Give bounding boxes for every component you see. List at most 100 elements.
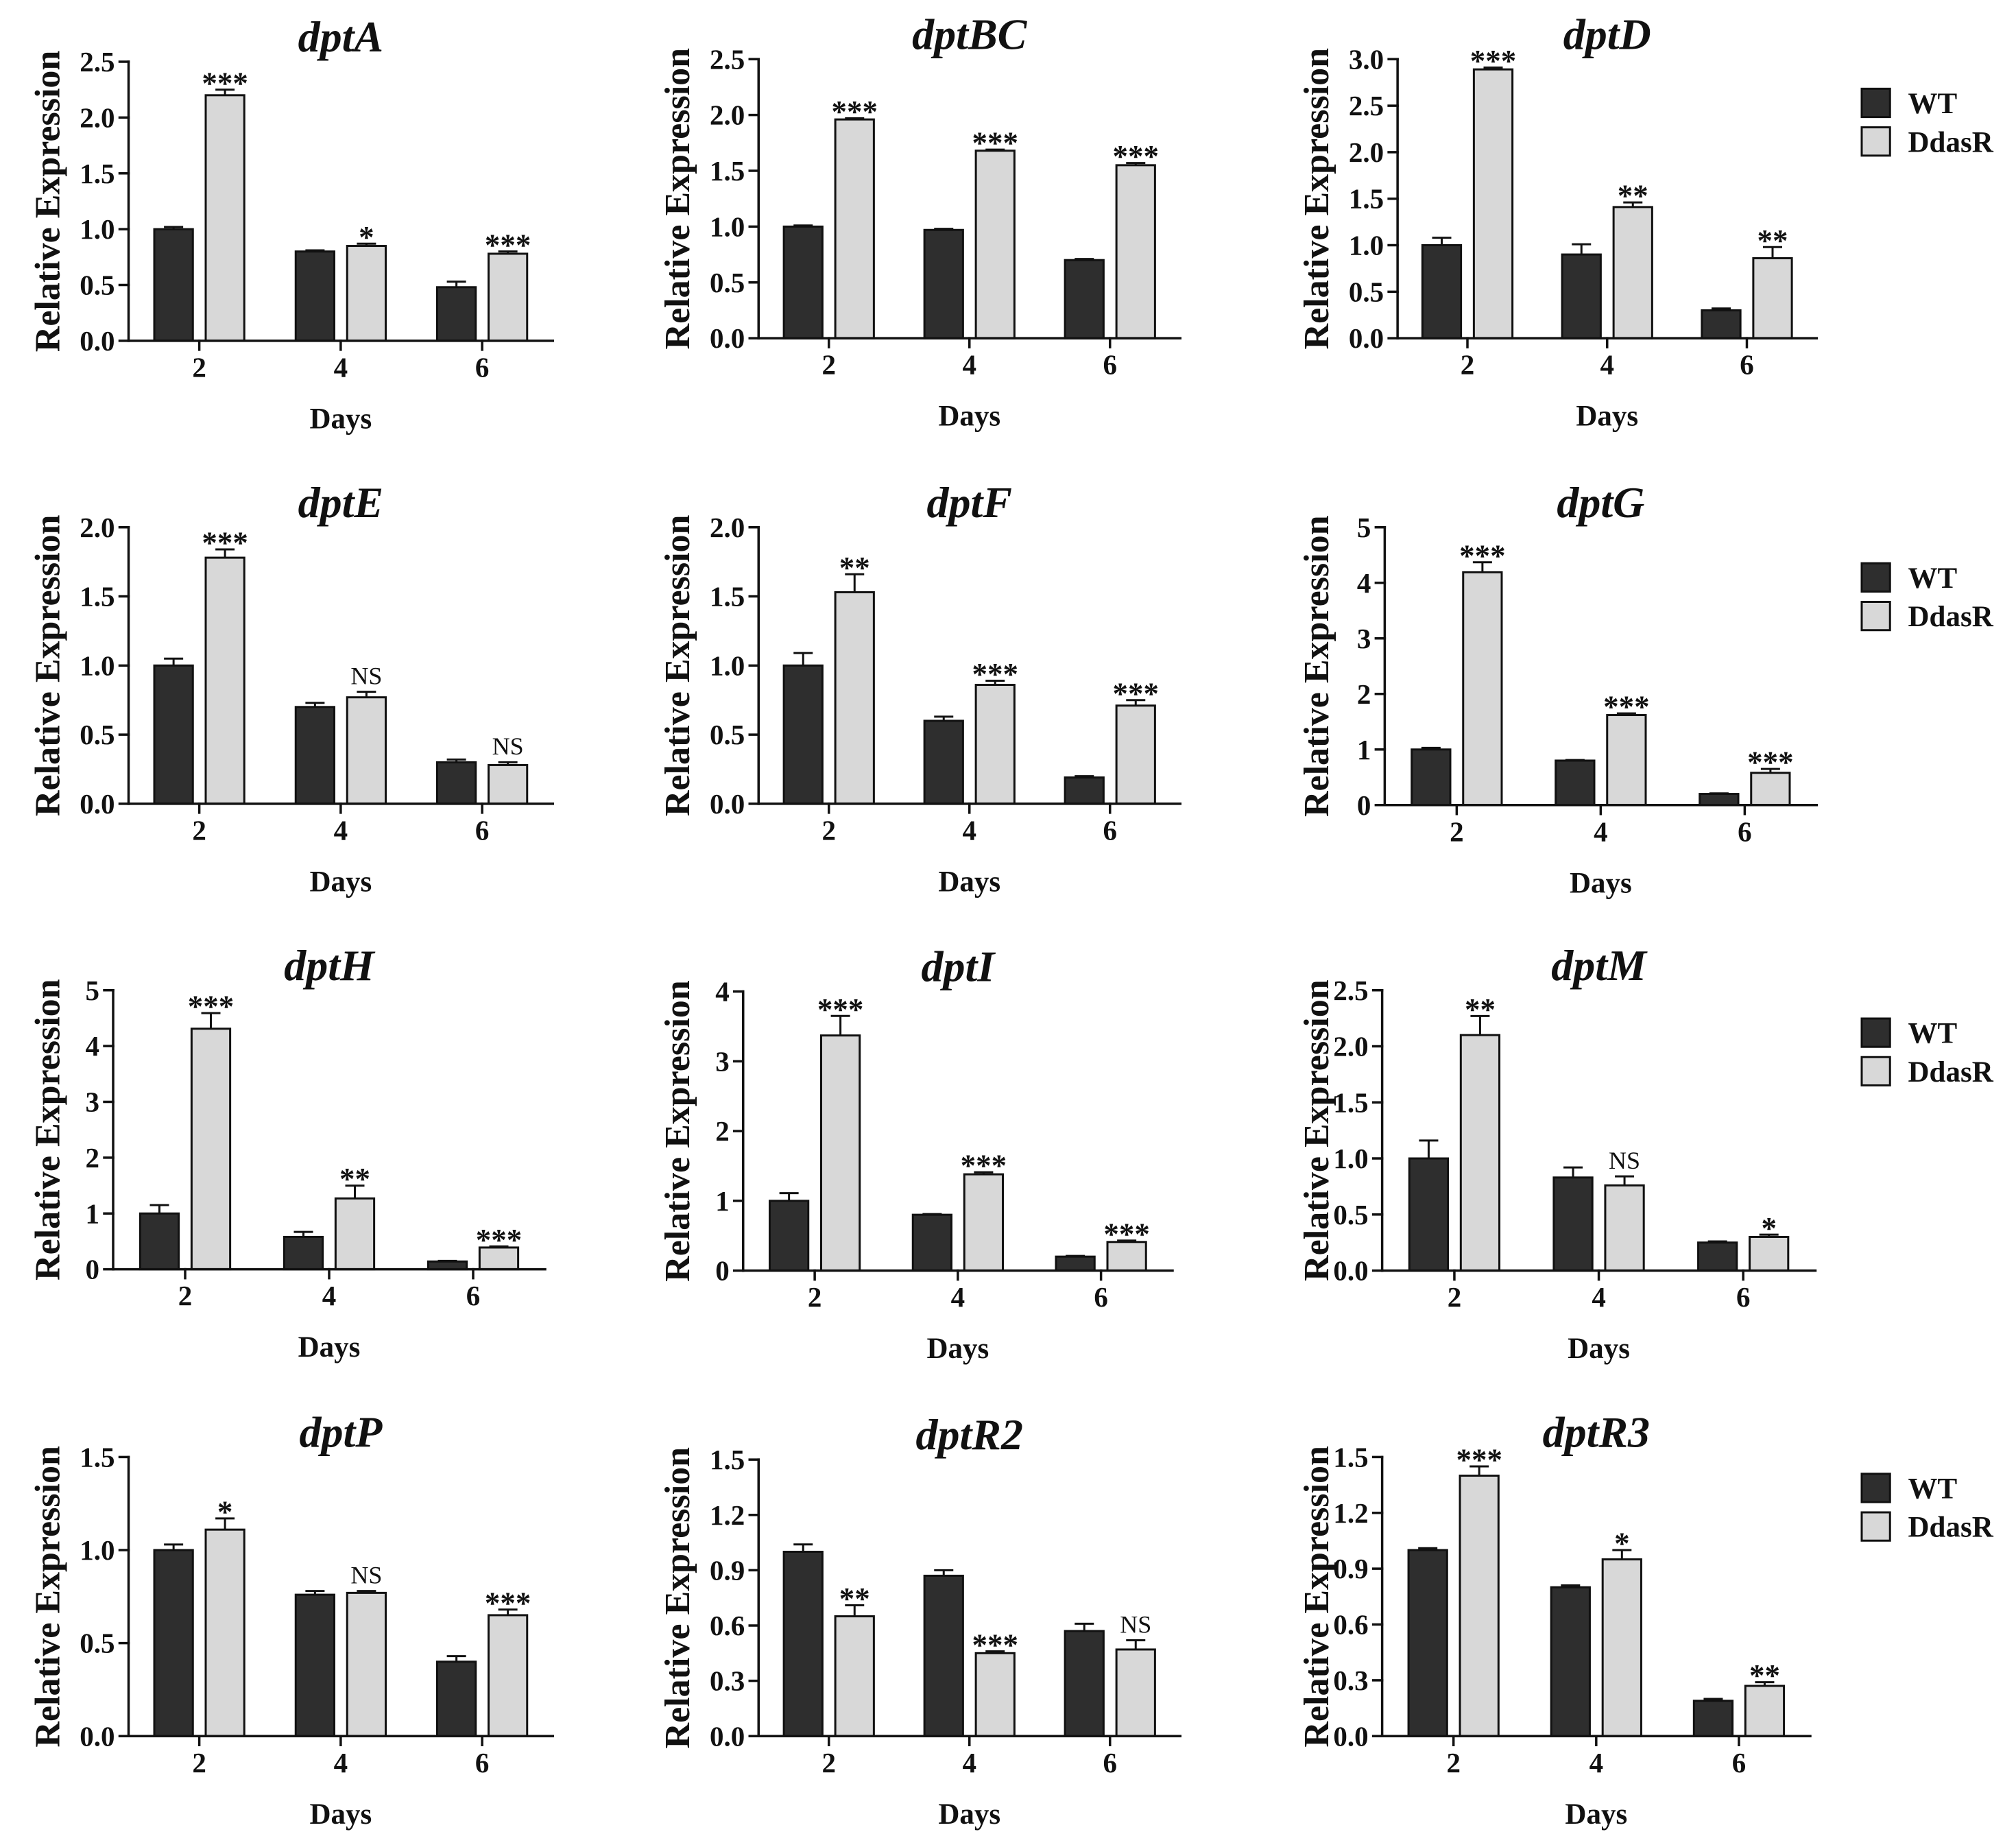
significance-label: * bbox=[1761, 1211, 1777, 1246]
y-axis-label: Relative Expression bbox=[28, 51, 67, 353]
significance-label: *** bbox=[1459, 538, 1506, 573]
y-tick-label: 0.5 bbox=[80, 270, 115, 301]
error-bar-wt-day-2 bbox=[793, 224, 813, 227]
bar-wt-day-2 bbox=[1421, 244, 1463, 340]
legend-label: DdasR bbox=[1908, 1512, 1994, 1544]
error-bar-wt-day-2 bbox=[793, 1543, 813, 1552]
bar-wt-day-4 bbox=[283, 1235, 324, 1271]
x-tick-label: 6 bbox=[1740, 349, 1754, 381]
bar-ddasr-day-2 bbox=[820, 1034, 861, 1272]
bar-wt-day-4 bbox=[294, 1593, 335, 1737]
bar-ddasr-day-4 bbox=[346, 696, 387, 805]
y-tick-label: 1.0 bbox=[710, 650, 745, 681]
error-bar-wt-day-4 bbox=[1561, 1584, 1581, 1588]
legend-label: WT bbox=[1908, 88, 1958, 120]
bar-wt-day-2 bbox=[1407, 1549, 1448, 1737]
y-tick-label: 4 bbox=[1357, 567, 1371, 599]
error-bar-wt-day-4 bbox=[934, 228, 954, 230]
significance-label: ** bbox=[1465, 992, 1496, 1027]
significance-label: *** bbox=[1113, 139, 1160, 174]
x-tick-label: 2 bbox=[1461, 349, 1475, 381]
error-bar-ddasr-day-4 bbox=[345, 1185, 365, 1199]
bar-ddasr-day-2 bbox=[1462, 571, 1503, 807]
legend: WT DdasR bbox=[1860, 1017, 1994, 1088]
significance-label: ** bbox=[1757, 224, 1788, 258]
bar-wt-day-2 bbox=[153, 228, 194, 342]
bar-ddasr-day-2 bbox=[204, 1528, 245, 1737]
x-tick-label: 4 bbox=[963, 349, 977, 381]
x-tick-label: 6 bbox=[1736, 1281, 1751, 1313]
y-tick-label: 5 bbox=[86, 975, 100, 1006]
significance-label: ** bbox=[339, 1162, 370, 1196]
bar-wt-day-4 bbox=[923, 1574, 964, 1737]
legend-swatch-wt bbox=[1860, 562, 1891, 593]
x-axis-label: Days bbox=[938, 1798, 1000, 1831]
error-bar-ddasr-day-2 bbox=[845, 117, 865, 120]
bar-ddasr-day-2 bbox=[1459, 1475, 1500, 1737]
bar-ddasr-day-6 bbox=[1115, 164, 1156, 340]
y-tick-label: 0.9 bbox=[710, 1554, 745, 1586]
chart-panel-dpte: *** NS NS 0.0 0.5 1.0 1.5 2.0 2 4 6 dptE Days Relativ… bbox=[28, 478, 554, 898]
error-bar-ddasr-day-6 bbox=[498, 1608, 518, 1615]
y-tick-label: 1 bbox=[715, 1185, 730, 1217]
error-bar-ddasr-day-2 bbox=[845, 573, 865, 593]
bar-ddasr-day-4 bbox=[974, 150, 1016, 340]
bar-ddasr-day-6 bbox=[1115, 1648, 1156, 1737]
y-axis-label: Relative Expression bbox=[28, 1446, 67, 1748]
chart-title: dptM bbox=[1551, 941, 1648, 990]
bar-ddasr-day-2 bbox=[204, 94, 245, 342]
significance-label: *** bbox=[817, 992, 864, 1027]
x-axis-label: Days bbox=[938, 866, 1000, 898]
significance-label: * bbox=[359, 220, 374, 254]
x-axis-label: Days bbox=[309, 1798, 372, 1831]
significance-label: *** bbox=[1103, 1217, 1150, 1251]
bar-ddasr-day-4 bbox=[963, 1173, 1004, 1272]
legend-swatch-wt bbox=[1860, 1473, 1891, 1503]
x-tick-label: 4 bbox=[334, 1747, 348, 1778]
bar-ddasr-day-2 bbox=[1472, 68, 1514, 340]
bar-wt-day-4 bbox=[1561, 253, 1602, 340]
error-bar-ddasr-day-6 bbox=[1117, 1239, 1137, 1242]
x-tick-label: 4 bbox=[322, 1280, 337, 1311]
error-bar-ddasr-day-4 bbox=[985, 1650, 1005, 1654]
y-axis-label: Relative Expression bbox=[1297, 48, 1336, 350]
x-tick-label: 2 bbox=[192, 351, 206, 383]
y-tick-label: 2.5 bbox=[1333, 975, 1368, 1006]
error-bar-wt-day-4 bbox=[922, 1213, 942, 1215]
error-bar-wt-day-4 bbox=[305, 1590, 325, 1595]
bar-ddasr-day-2 bbox=[834, 118, 875, 340]
chart-panel-dptm: ** NS * 0.0 0.5 1.0 1.5 2.0 2.5 2 4 6 dptM Days Relati… bbox=[1297, 941, 1817, 1365]
y-tick-label: 0.5 bbox=[710, 719, 745, 750]
legend: WT DdasR bbox=[1860, 87, 1994, 158]
significance-label: *** bbox=[485, 228, 531, 262]
y-axis-label: Relative Expression bbox=[28, 979, 67, 1281]
error-bar-wt-day-4 bbox=[305, 249, 325, 252]
y-tick-label: 1.0 bbox=[80, 213, 115, 245]
legend-swatch-wt bbox=[1860, 1017, 1891, 1048]
y-tick-label: 2.0 bbox=[710, 512, 745, 543]
bar-wt-day-4 bbox=[294, 706, 335, 805]
chart-panel-dptd: *******0.00.51.01.52.02.53.02 4 6dptDDaysR… bbox=[1297, 10, 1819, 433]
bar-ddasr-day-6 bbox=[488, 1614, 529, 1737]
error-bar-ddasr-day-6 bbox=[1755, 1681, 1775, 1687]
x-axis-label: Days bbox=[1565, 1798, 1627, 1831]
bar-wt-day-2 bbox=[1408, 1157, 1450, 1272]
error-bar-ddasr-day-4 bbox=[357, 691, 376, 698]
error-bar-wt-day-4 bbox=[1563, 1166, 1583, 1178]
error-bar-wt-day-2 bbox=[164, 226, 184, 230]
bar-wt-day-6 bbox=[436, 286, 477, 342]
chart-title: dptP bbox=[299, 1407, 383, 1456]
error-bar-ddasr-day-2 bbox=[830, 1014, 850, 1036]
y-tick-label: 0.0 bbox=[1349, 322, 1384, 354]
chart-panel-dptr2: *****NS0.00.30.60.91.21.52 4 6dptR2DaysRel… bbox=[658, 1410, 1181, 1831]
bar-ddasr-day-6 bbox=[1752, 257, 1793, 340]
bar-wt-day-2 bbox=[139, 1212, 180, 1271]
x-tick-label: 6 bbox=[475, 1747, 490, 1778]
y-axis-label: Relative Expression bbox=[658, 48, 697, 350]
y-tick-label: 2.0 bbox=[1333, 1031, 1368, 1062]
significance-label: *** bbox=[1747, 746, 1794, 780]
error-bar-ddasr-day-2 bbox=[845, 1604, 865, 1617]
y-tick-label: 2.0 bbox=[80, 102, 115, 133]
legend-swatch-ddasr bbox=[1860, 126, 1891, 157]
